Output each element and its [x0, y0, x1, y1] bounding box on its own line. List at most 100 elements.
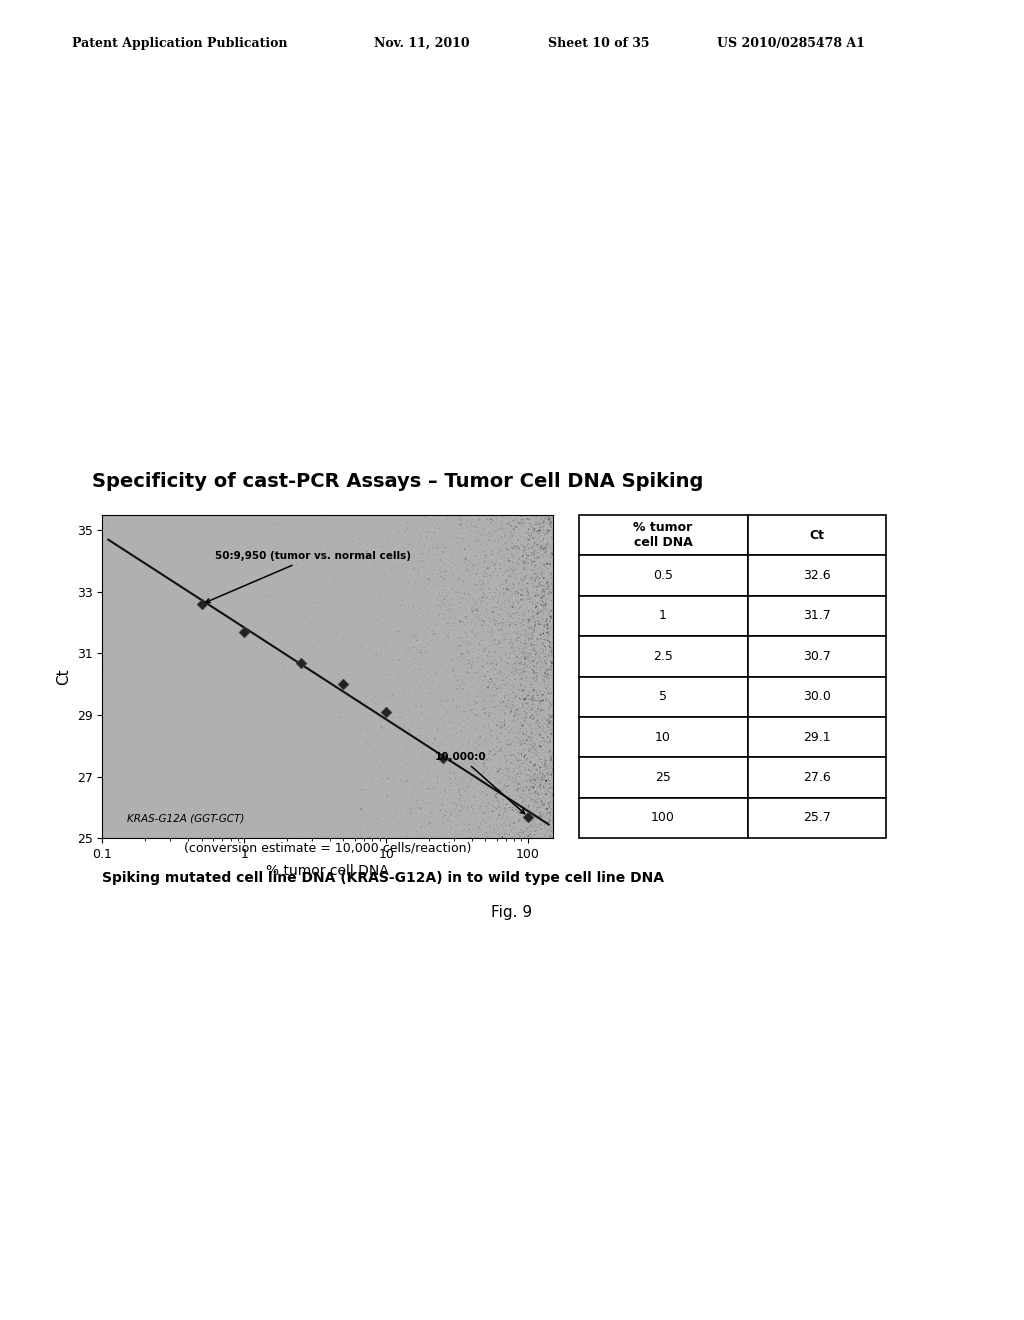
Point — [534, 808, 550, 829]
Point — [538, 537, 554, 558]
Point — [232, 808, 249, 829]
Point — [444, 824, 461, 845]
Point — [540, 553, 556, 574]
Point — [529, 523, 546, 544]
Point — [496, 715, 512, 737]
Point — [466, 690, 482, 711]
Point — [505, 730, 521, 751]
Point — [470, 531, 486, 552]
Point — [434, 521, 451, 543]
Point — [526, 818, 543, 840]
Point — [508, 803, 524, 824]
Point — [521, 697, 538, 718]
Point — [532, 764, 549, 785]
Point — [441, 780, 458, 801]
Point — [340, 665, 356, 686]
Point — [517, 729, 534, 750]
Point — [399, 754, 416, 775]
Point — [512, 675, 528, 696]
Point — [539, 733, 555, 754]
Point — [354, 632, 371, 653]
Point — [418, 653, 434, 675]
Point — [476, 560, 493, 581]
Point — [516, 690, 532, 711]
Point — [504, 791, 520, 812]
Point — [485, 537, 502, 558]
Point — [519, 702, 536, 723]
Point — [520, 826, 537, 847]
Point — [535, 591, 551, 612]
Point — [538, 774, 554, 795]
Point — [444, 690, 461, 711]
Point — [492, 801, 508, 822]
Point — [490, 634, 507, 655]
Point — [536, 539, 552, 560]
Point — [536, 770, 552, 791]
Point — [527, 733, 544, 754]
Point — [460, 643, 476, 664]
Point — [482, 816, 499, 837]
Point — [479, 653, 496, 675]
Point — [510, 582, 526, 603]
Point — [532, 582, 549, 603]
Point — [540, 704, 556, 725]
Point — [497, 715, 513, 737]
Point — [475, 702, 492, 723]
Point — [543, 821, 559, 842]
Point — [536, 632, 552, 653]
Point — [534, 591, 550, 612]
Point — [495, 799, 511, 820]
Point — [538, 804, 554, 825]
Point — [519, 548, 536, 569]
Point — [543, 626, 559, 647]
Point — [371, 793, 387, 814]
Point — [510, 653, 526, 675]
Point — [474, 573, 490, 594]
Point — [505, 694, 521, 715]
Point — [499, 659, 515, 680]
Point — [540, 722, 556, 743]
Point — [382, 729, 398, 750]
Point — [526, 519, 543, 540]
Point — [456, 611, 472, 632]
Point — [333, 700, 349, 721]
Point — [337, 672, 353, 693]
Point — [518, 675, 535, 696]
Point — [538, 536, 554, 557]
Point — [535, 512, 551, 533]
Point — [468, 775, 484, 796]
Point — [505, 560, 521, 581]
Point — [530, 785, 547, 807]
Point — [386, 578, 402, 599]
Point — [478, 599, 495, 620]
Point — [523, 713, 540, 734]
Point — [519, 656, 536, 677]
Point — [385, 645, 401, 667]
Point — [530, 523, 547, 544]
Point — [543, 717, 559, 738]
Point — [535, 568, 551, 589]
Point — [465, 700, 481, 721]
Point — [518, 743, 535, 764]
Point — [466, 693, 482, 714]
Point — [415, 671, 431, 692]
Point — [525, 779, 542, 800]
Point — [480, 677, 497, 698]
Point — [527, 656, 544, 677]
Point — [517, 726, 534, 747]
Point — [537, 742, 553, 763]
Point — [536, 623, 552, 644]
Point — [516, 536, 532, 557]
Point — [487, 611, 504, 632]
Point — [540, 664, 556, 685]
Point — [525, 825, 542, 846]
Point — [482, 583, 499, 605]
Point — [427, 515, 443, 536]
Point — [518, 515, 535, 536]
Point — [544, 701, 560, 722]
Point — [531, 601, 548, 622]
Point — [338, 803, 354, 824]
Point — [525, 557, 542, 578]
Point — [488, 788, 505, 809]
Point — [498, 818, 514, 840]
